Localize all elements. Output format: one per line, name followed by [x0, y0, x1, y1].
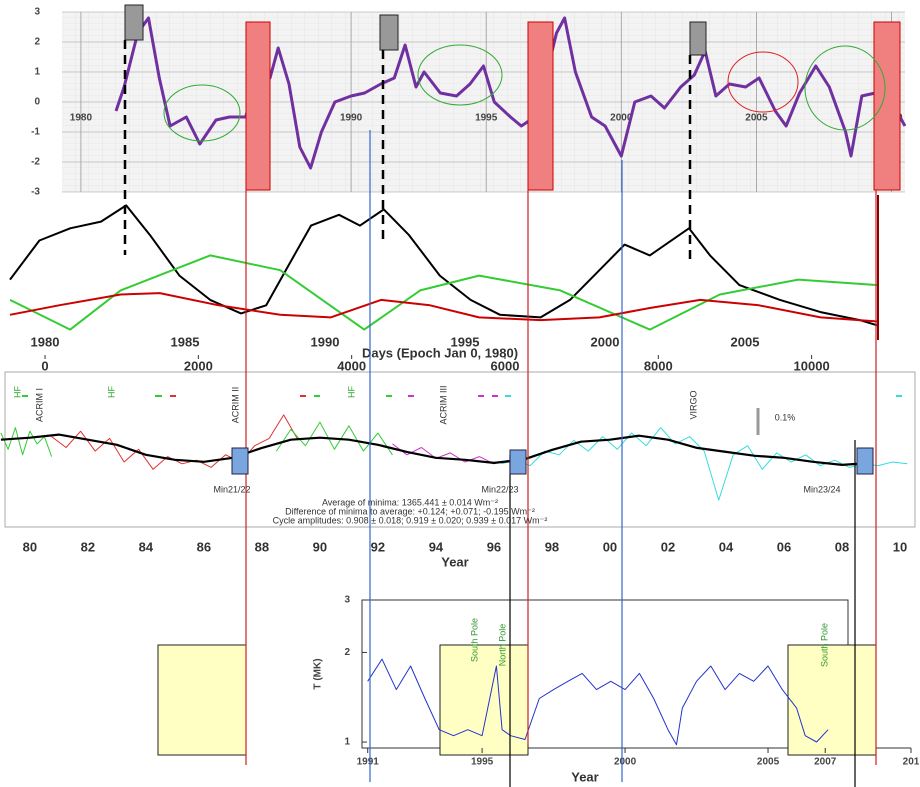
data-line	[9, 204, 879, 327]
annotation: Difference of minima to average: +0.124;…	[285, 506, 535, 516]
x-tick-label: 98	[545, 539, 559, 554]
highlight-band	[873, 21, 901, 191]
x-axis-label: Year	[441, 554, 468, 569]
annotation: HF	[12, 386, 22, 398]
x2-tick-label: 0	[41, 358, 48, 373]
x-tick-label: 1980	[31, 334, 60, 349]
circle-marker	[417, 44, 503, 106]
annotation: South Pole	[469, 618, 479, 662]
x-tick-label: 2005	[731, 334, 760, 349]
x-tick-label: 94	[429, 539, 444, 554]
y-tick-label: 3	[34, 7, 40, 18]
peak-box	[689, 21, 707, 56]
data-line	[51, 414, 299, 470]
annotation: North Pole	[497, 624, 507, 667]
highlight-band	[245, 21, 271, 191]
x2-tick-label: 4000	[337, 358, 366, 373]
x-tick-label: 2000	[614, 757, 637, 768]
red-guides	[245, 190, 879, 765]
circle-marker	[727, 51, 799, 113]
x-tick-label: 1995	[451, 334, 480, 349]
y-tick-label: 2	[34, 37, 40, 48]
annotation: South Pole	[819, 623, 829, 667]
x-tick-label: 80	[23, 539, 37, 554]
x2-tick-label: 2000	[184, 358, 213, 373]
x-tick-label: 02	[661, 539, 675, 554]
circle-marker	[804, 45, 886, 131]
peak-box	[379, 14, 399, 51]
highlight-band	[527, 21, 554, 191]
x-tick-label: 00	[603, 539, 617, 554]
annotation: ACRIM III	[438, 385, 448, 424]
x-tick-label: 96	[487, 539, 501, 554]
x2-tick-label: 8000	[644, 358, 673, 373]
panel-frame	[361, 599, 849, 749]
highlight-box	[439, 644, 529, 756]
data-line	[9, 292, 879, 323]
x-tick-label: 84	[139, 539, 154, 554]
x-tick-label: 1995	[471, 757, 494, 768]
annotation: ACRIM II	[230, 387, 240, 424]
y-tick-label: -2	[31, 157, 40, 168]
x2-tick-label: 10000	[794, 358, 830, 373]
y-axis-label: T (MK)	[313, 658, 324, 689]
black-guides	[509, 440, 856, 787]
y-tick-label: 1	[344, 737, 350, 748]
x-tick-label: 1985	[171, 334, 200, 349]
x-tick-label: 2000	[591, 334, 620, 349]
x-tick-label: 1990	[311, 334, 340, 349]
x-tick-label: 92	[371, 539, 385, 554]
x-tick-label: 06	[777, 539, 791, 554]
data-line	[9, 254, 879, 331]
x-tick-label: 88	[255, 539, 269, 554]
data-line	[0, 433, 872, 466]
annotation: Min21/22	[213, 484, 250, 494]
y-tick-label: 1	[34, 67, 40, 78]
data-line	[367, 658, 829, 746]
x-axis-label: Year	[571, 769, 598, 784]
annotation: Min23/24	[803, 484, 840, 494]
peak-lines	[123, 40, 692, 262]
y-tick-label: 0	[34, 97, 40, 108]
x-tick-label: 10	[893, 539, 907, 554]
y-tick-label: -1	[31, 127, 40, 138]
annotation: Min22/23	[481, 484, 518, 494]
under-layer	[22, 395, 902, 756]
annotation: HF	[106, 386, 116, 398]
x-axis-label: Days (Epoch Jan 0, 1980)	[362, 345, 518, 360]
annotation: Cycle amplitudes: 0.908 ± 0.018; 0.919 ±…	[273, 515, 548, 525]
annotation: 0.1%	[775, 412, 796, 422]
x-tick-label: 82	[81, 539, 95, 554]
x-tick-label: 08	[835, 539, 849, 554]
x-tick-label: 2005	[757, 757, 780, 768]
x-tick-label: 2007	[814, 757, 837, 768]
highlight-box	[787, 644, 877, 756]
x-tick-label: 90	[313, 539, 327, 554]
annotation: ACRIM I	[34, 388, 44, 422]
x-tick-label: 1991	[357, 757, 380, 768]
circle-marker	[163, 84, 241, 142]
x-tick-label: 201	[903, 757, 920, 768]
x2-tick-label: 6000	[491, 358, 520, 373]
y-tick-label: 2	[344, 647, 350, 658]
overlay	[123, 4, 901, 787]
annotation: Average of minima: 1365.441 ± 0.014 Wm⁻²	[322, 497, 498, 507]
data-line	[392, 443, 509, 465]
minimum-boxes	[231, 447, 874, 475]
annotation: VIRGO	[688, 390, 698, 419]
peak-box	[124, 4, 144, 41]
data-line	[0, 427, 53, 457]
y-tick-label: -3	[31, 187, 40, 198]
data-line	[275, 421, 393, 456]
highlight-box	[157, 644, 247, 756]
y-tick-label: 3	[344, 595, 350, 606]
x-tick-label: 04	[719, 539, 734, 554]
blue-guides	[369, 130, 623, 782]
x-tick-label: 86	[197, 539, 211, 554]
annotation: HF	[346, 386, 356, 398]
panel-frame	[4, 371, 916, 528]
